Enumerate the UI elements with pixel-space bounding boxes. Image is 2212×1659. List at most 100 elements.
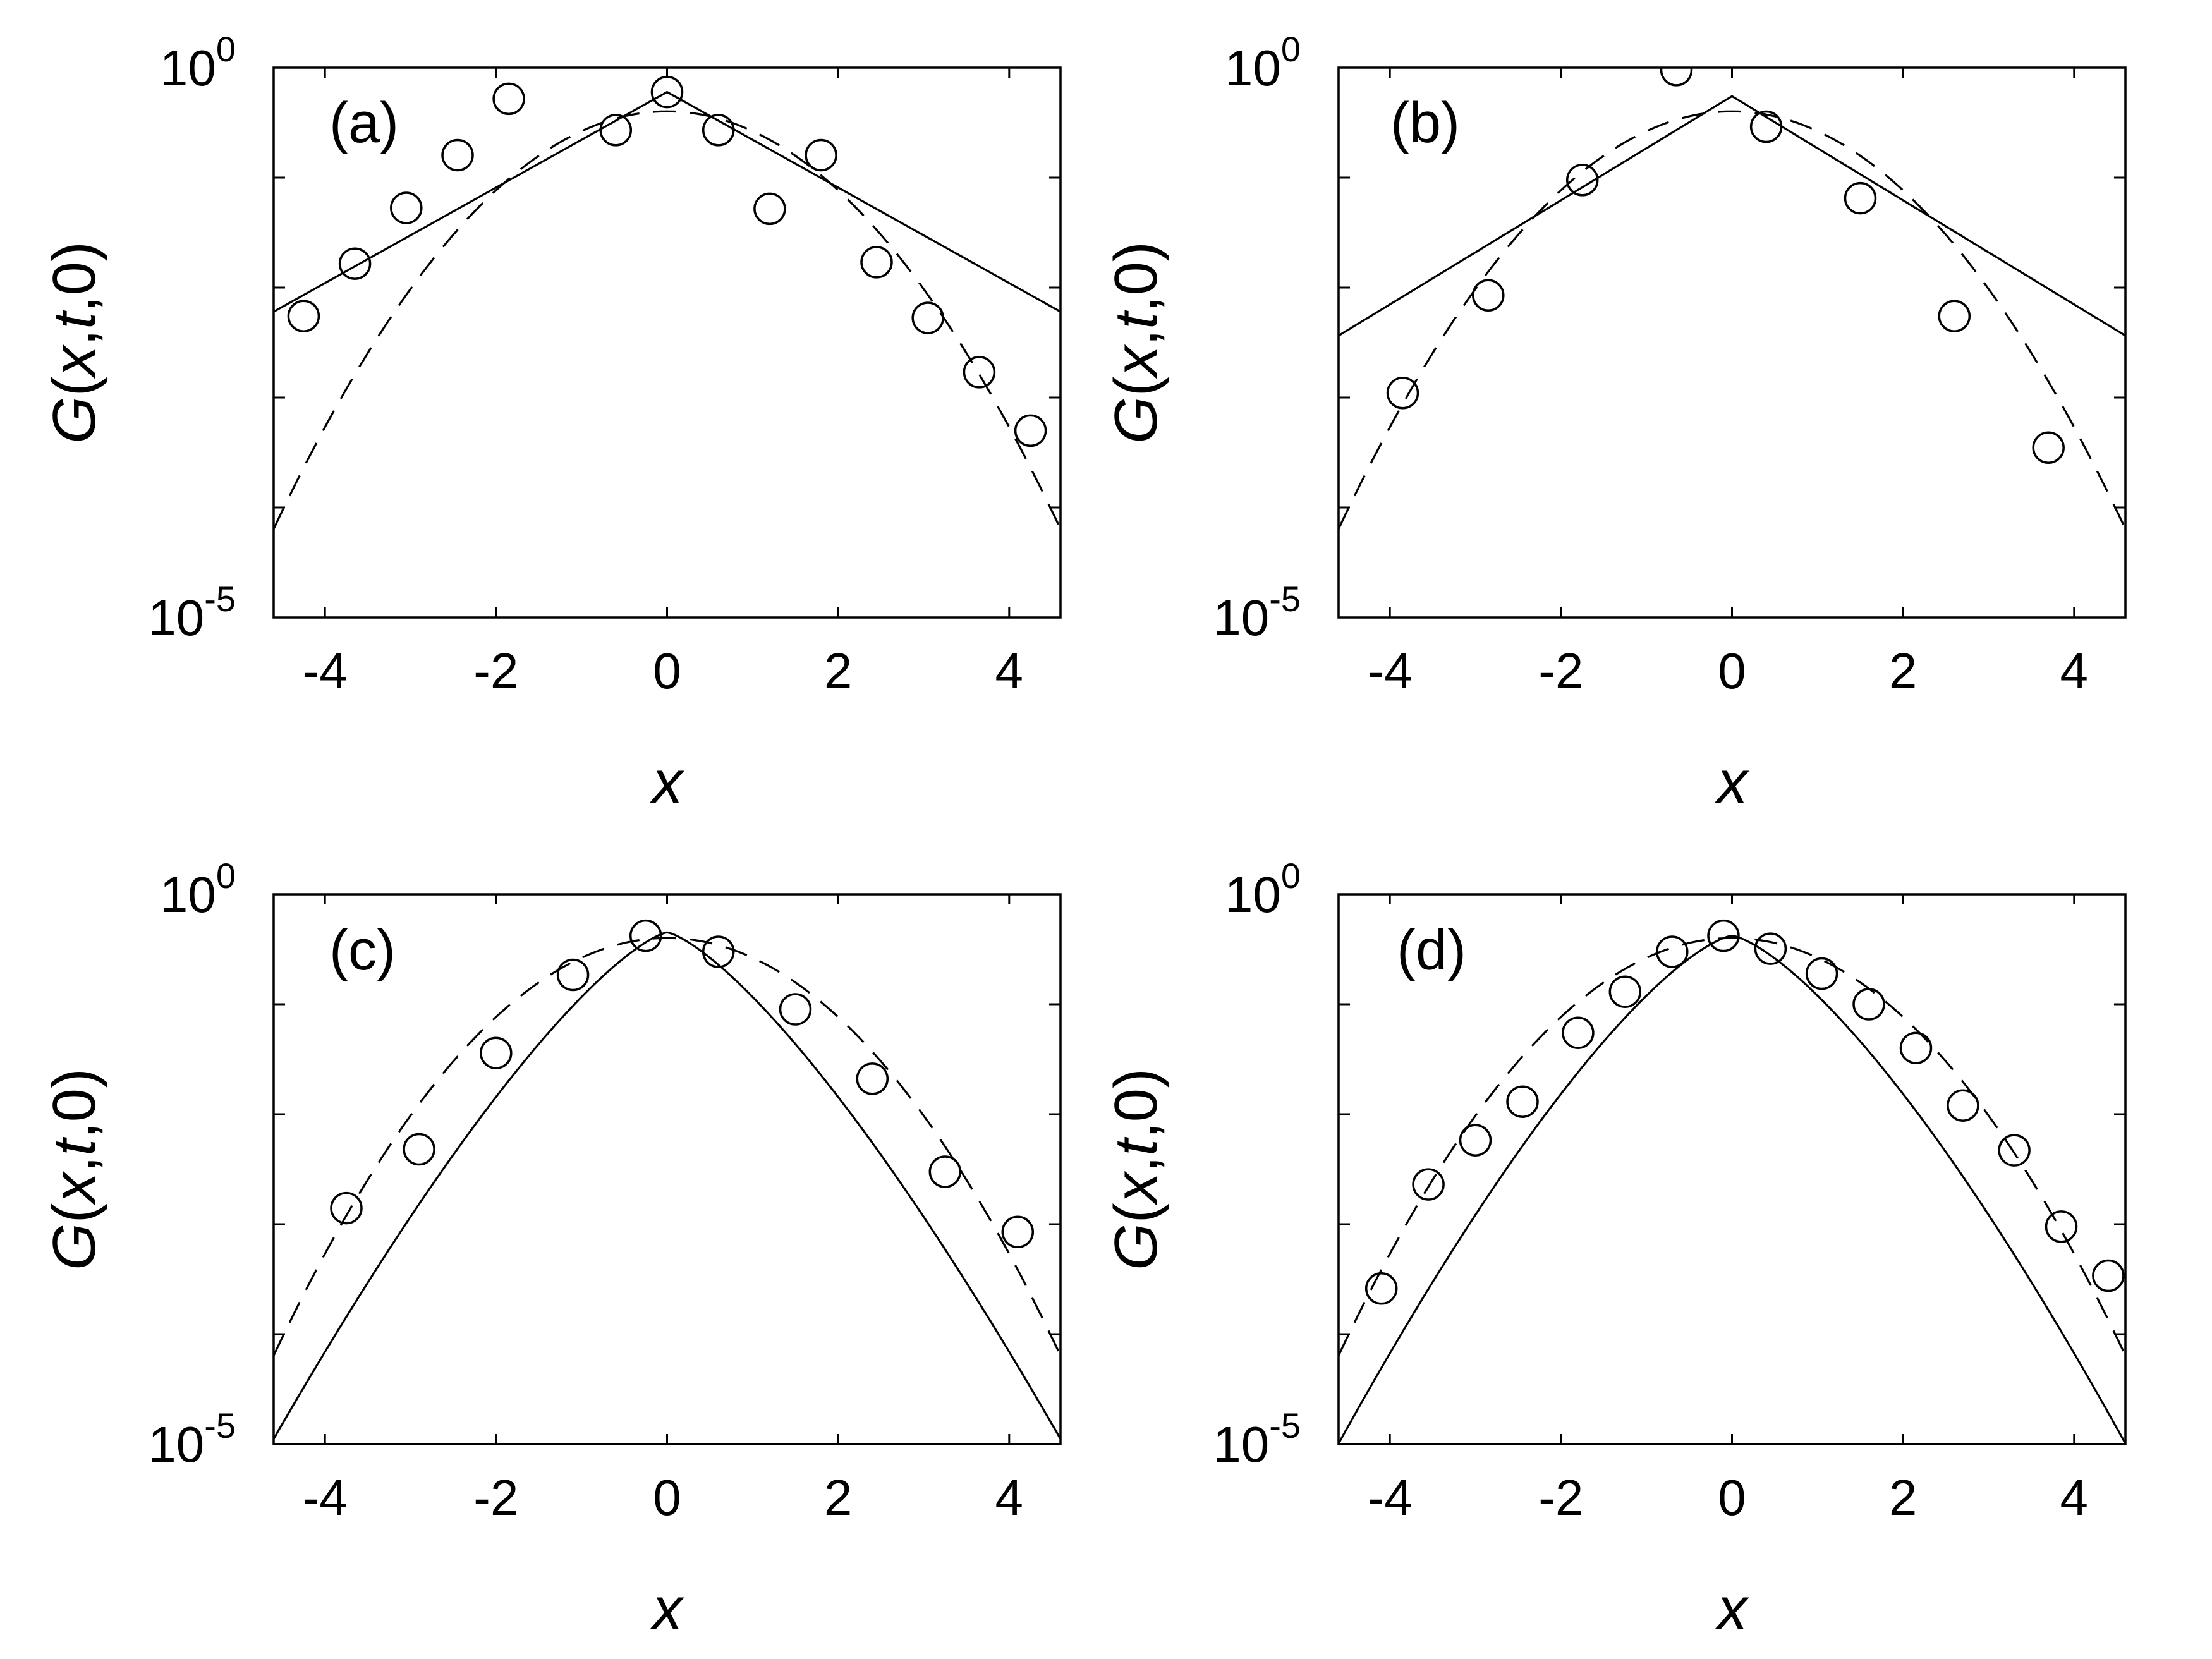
x-axis-label: x [1715, 1575, 1749, 1643]
data-point [856, 1062, 889, 1095]
x-tick-label: -2 [1538, 1469, 1583, 1526]
panel-d: (d) G(x,t,0) x -4 -2 0 2 4 100 10-5 [1102, 856, 2127, 1643]
y-tick-label: 10-5 [148, 1406, 236, 1473]
x-tick-label: -2 [1538, 643, 1583, 699]
panel-tag: (b) [1390, 92, 1460, 155]
data-point [1938, 300, 1971, 332]
data-point [1386, 377, 1419, 410]
svg-text:G(x,t,0): G(x,t,0) [1102, 241, 1170, 444]
x-tick-label: 2 [824, 643, 853, 699]
x-tick-label: 4 [995, 1469, 1024, 1526]
data-point [1459, 1124, 1492, 1157]
fit-curve-solid [1339, 934, 2125, 1444]
x-axis-label: x [1715, 748, 1749, 816]
data-point [1565, 164, 1599, 197]
data-point [1844, 181, 1877, 215]
data-point [1899, 1031, 1933, 1064]
y-tick-label: 100 [1225, 856, 1301, 923]
y-axis-label: G(x,t,0) [40, 1068, 108, 1270]
y-axis-label: G(x,t,0) [1102, 241, 1170, 444]
data-point [1749, 110, 1783, 143]
x-tick-label: -2 [473, 643, 518, 699]
data-point [1656, 935, 1689, 968]
data-point [1472, 279, 1505, 312]
fit-curve-solid [1339, 95, 2125, 337]
data-point [753, 192, 786, 226]
x-tick-label: 2 [1889, 1469, 1917, 1526]
x-tick-label: -4 [303, 1469, 348, 1526]
panel-c: (c) G(x,t,0) x -4 -2 0 2 4 100 10-5 [40, 856, 1062, 1643]
data-point [1707, 919, 1740, 952]
data-point [1608, 975, 1642, 1008]
fit-curve-dashed [274, 937, 1060, 1356]
x-tick-label: 0 [653, 643, 681, 699]
y-axis-label: G(x,t,0) [1102, 1068, 1170, 1270]
data-point [2092, 1259, 2125, 1292]
x-axis-label: x [650, 1575, 684, 1643]
svg-text:G(x,t,0): G(x,t,0) [40, 241, 108, 444]
data-point [390, 191, 423, 224]
data-point [1001, 1215, 1035, 1249]
x-tick-label: 2 [824, 1469, 853, 1526]
x-tick-label: -2 [473, 1469, 518, 1526]
y-axis-label: G(x,t,0) [40, 241, 108, 444]
data-point [860, 246, 893, 279]
data-point [1805, 957, 1838, 990]
y-tick-label: 100 [160, 29, 236, 96]
y-tick-label: 100 [160, 856, 236, 923]
y-tick-label: 10-5 [1213, 1406, 1301, 1473]
data-point [480, 1036, 513, 1069]
data-point [1852, 988, 1885, 1021]
data-point [441, 138, 474, 172]
data-point [556, 958, 590, 992]
x-tick-label: 0 [1718, 1469, 1746, 1526]
x-tick-label: 4 [2060, 643, 2089, 699]
svg-text:G(x,t,0): G(x,t,0) [1102, 1068, 1170, 1270]
panel-b: (b) G(x,t,0) x -4 -2 0 2 4 100 10-5 [1102, 29, 2127, 816]
fit-curve-solid [274, 931, 1060, 1440]
data-point [2045, 1210, 2078, 1243]
data-point [1754, 932, 1787, 965]
y-tick-label: 100 [1225, 29, 1301, 96]
fit-curve-dashed [1339, 110, 2125, 530]
x-tick-label: -4 [303, 643, 348, 699]
data-point [1660, 68, 1693, 87]
data-point [549, 28, 580, 59]
y-tick-label: 10-5 [148, 579, 236, 646]
data-point [779, 993, 812, 1026]
data-point [928, 1155, 962, 1188]
data-point [1412, 1168, 1445, 1201]
data-point [330, 1191, 363, 1225]
x-tick-label: 4 [2060, 1469, 2089, 1526]
y-tick-label: 10-5 [1213, 579, 1301, 646]
data-point [805, 138, 837, 172]
panel-tag: (d) [1397, 919, 1466, 982]
data-point [1562, 1016, 1595, 1049]
data-point [650, 75, 684, 109]
x-tick-label: 0 [1718, 643, 1746, 699]
data-point [1947, 1089, 1979, 1122]
x-tick-label: -4 [1368, 643, 1413, 699]
data-point [599, 114, 633, 147]
x-tick-label: 2 [1889, 643, 1917, 699]
x-tick-label: 0 [653, 1469, 681, 1526]
svg-text:G(x,t,0): G(x,t,0) [40, 1068, 108, 1270]
data-point [963, 356, 996, 389]
x-axis-label: x [650, 748, 684, 816]
fit-curve-solid [274, 90, 1060, 313]
panel-tag: (a) [329, 92, 399, 155]
data-point [492, 82, 525, 116]
panel-tag: (c) [329, 919, 396, 982]
fit-curve-dashed [1339, 937, 2125, 1356]
data-point [702, 114, 735, 147]
data-point [1998, 1134, 2031, 1167]
x-tick-label: -4 [1368, 1469, 1413, 1526]
data-point [702, 935, 735, 968]
data-point [2032, 431, 2065, 465]
panel-a: (a) G(x,t,0) x -4 -2 0 2 4 100 10-5 [40, 28, 1062, 816]
data-point [1364, 1272, 1398, 1305]
data-point [403, 1133, 435, 1166]
x-tick-label: 4 [995, 643, 1024, 699]
fit-curve-dashed [274, 110, 1060, 530]
